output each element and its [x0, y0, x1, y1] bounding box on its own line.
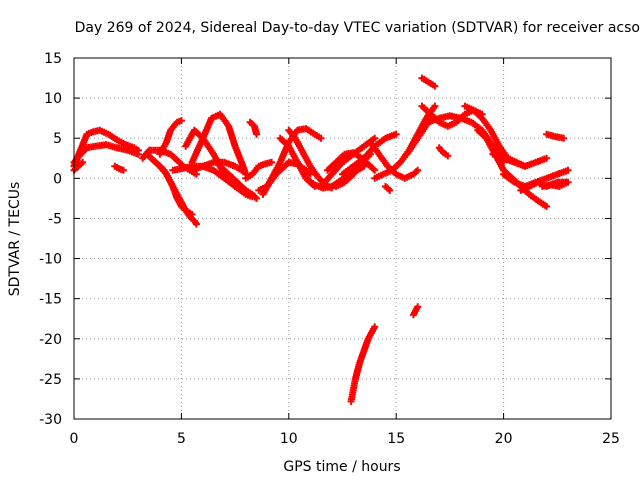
series-trace-04 [111, 162, 127, 174]
series-trace-35 [474, 126, 551, 210]
series-trace-40 [517, 178, 572, 194]
y-tick-label: 0 [53, 171, 62, 187]
series-trace-29 [409, 303, 422, 319]
plus-markers [216, 162, 261, 202]
plus-markers [156, 117, 185, 158]
y-tick-label: 15 [44, 51, 62, 67]
series-trace-38 [543, 130, 568, 142]
y-tick-label: -25 [39, 372, 62, 388]
y-axis-tick-labels: -30 -25 -20 -15 -10 -5 0 5 10 15 [39, 51, 62, 428]
plot-frame [73, 57, 612, 420]
series-trace-33 [435, 144, 452, 160]
plus-markers [246, 118, 261, 138]
x-tick-label: 0 [70, 431, 79, 447]
series-trace-28 [347, 323, 379, 405]
x-axis-title: GPS time / hours [283, 459, 400, 475]
plus-markers [543, 130, 568, 142]
x-tick-label: 10 [280, 431, 298, 447]
series-trace-15 [242, 158, 276, 182]
chart-title: Day 269 of 2024, Sidereal Day-to-day VTE… [75, 20, 640, 36]
axis-ticks [73, 57, 612, 420]
plus-markers [409, 303, 422, 319]
y-tick-label: -30 [39, 412, 62, 428]
plus-markers [474, 126, 551, 210]
y-tick-label: 5 [53, 131, 62, 147]
series-trace-07 [143, 150, 196, 218]
y-tick-label: -5 [48, 211, 62, 227]
plus-markers [339, 130, 400, 178]
plus-markers [489, 150, 551, 170]
series-trace-30 [418, 74, 439, 90]
y-axis-title: SDTVAR / TECUs [7, 182, 23, 297]
series-trace-36 [489, 150, 551, 170]
y-tick-label: -10 [39, 252, 62, 268]
plus-markers [418, 74, 439, 90]
plus-markers [435, 144, 452, 160]
x-tick-label: 20 [495, 431, 513, 447]
grid-lines [74, 58, 611, 419]
y-tick-label: -15 [39, 292, 62, 308]
plus-markers [242, 158, 276, 182]
y-tick-label: 10 [44, 91, 62, 107]
series-trace-24 [339, 130, 400, 178]
series-trace-08 [156, 117, 185, 158]
data-points [70, 74, 572, 405]
x-tick-label: 5 [177, 431, 186, 447]
x-tick-label: 15 [387, 431, 405, 447]
x-axis-tick-labels: 0 5 10 15 20 25 [70, 431, 620, 447]
y-tick-label: -20 [39, 332, 62, 348]
series-trace-27 [382, 182, 394, 194]
series-trace-13 [216, 162, 261, 202]
plus-markers [382, 182, 394, 194]
x-tick-label: 25 [602, 431, 620, 447]
plus-markers [143, 150, 196, 218]
plus-markers [111, 162, 127, 174]
plus-markers [347, 323, 379, 405]
series-trace-14 [246, 118, 261, 138]
plus-markers [517, 178, 572, 194]
